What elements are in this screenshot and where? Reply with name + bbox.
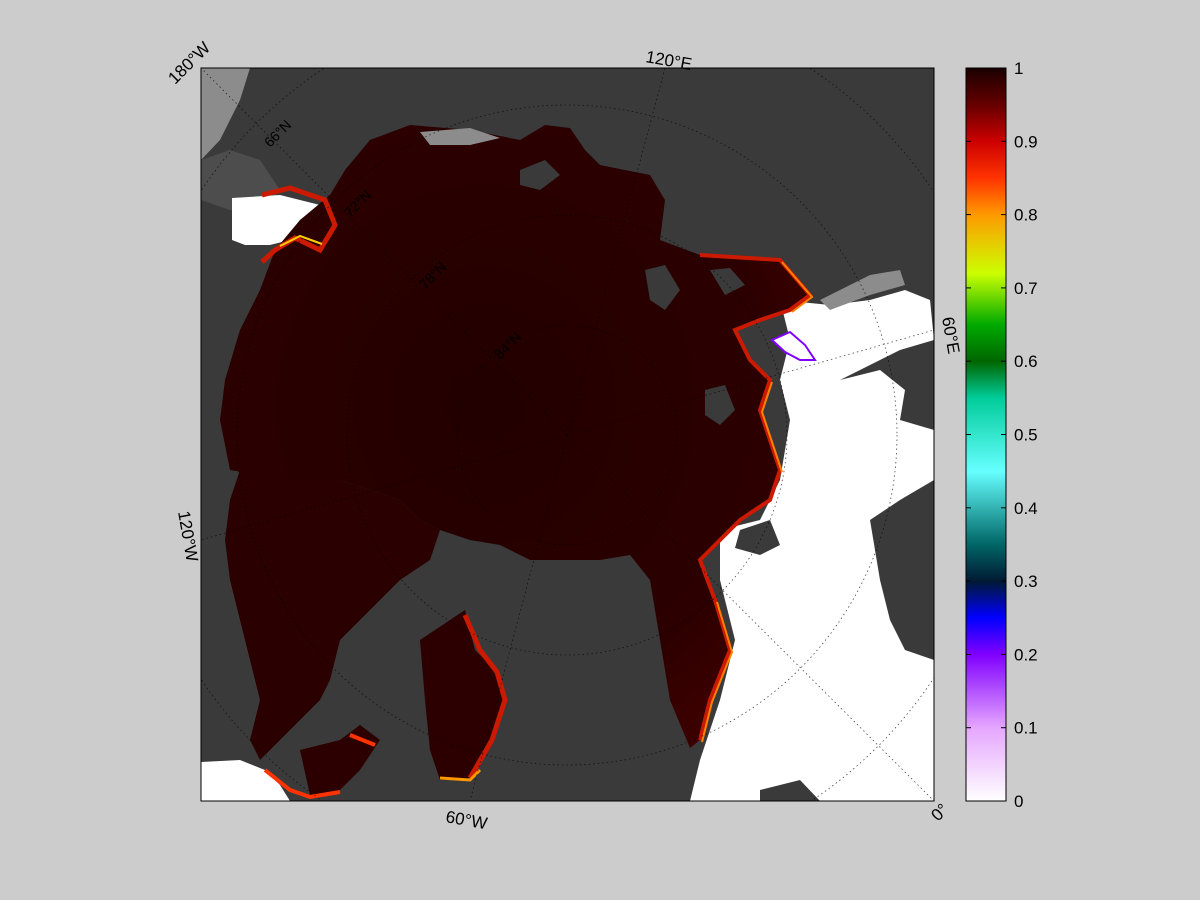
siberian-islands xyxy=(520,160,560,190)
edge-label-0: 0° xyxy=(927,800,952,825)
ice-edge-bering xyxy=(260,185,338,264)
scandinavia-land xyxy=(870,480,934,660)
colorbar-gradient xyxy=(965,67,1007,802)
siberian-shelf xyxy=(420,128,500,145)
colorbar-tick-label: 0.2 xyxy=(1014,645,1038,664)
graticule xyxy=(201,68,934,801)
edge-label-60w: 60°W xyxy=(444,807,488,833)
colorbar-tick-label: 0.5 xyxy=(1014,426,1038,445)
open-water-hudson xyxy=(201,760,290,801)
edge-label-120w: 120°W xyxy=(174,509,202,563)
map-panel: 66°N 72°N 78°N 84°N xyxy=(201,68,934,801)
colorbar-tick-label: 1 xyxy=(1014,59,1023,78)
iceland-land xyxy=(735,520,780,555)
colorbar-tick-label: 0.4 xyxy=(1014,499,1038,518)
colorbar-tick-label: 0.9 xyxy=(1014,132,1038,151)
colorbar: 1 0.9 0.8 0.7 0.6 0.5 0.4 0.3 0.2 0.1 0 xyxy=(965,59,1038,811)
franz-josef-land xyxy=(710,268,745,295)
hudson-bay-ice xyxy=(300,725,380,795)
laptev-river xyxy=(820,270,905,310)
colorbar-ticks: 1 0.9 0.8 0.7 0.6 0.5 0.4 0.3 0.2 0.1 0 xyxy=(966,59,1038,811)
colorbar-tick-label: 0.8 xyxy=(1014,206,1038,225)
colorbar-tick-label: 0 xyxy=(1014,792,1023,811)
uk-land xyxy=(760,780,820,801)
open-water-atlantic xyxy=(690,290,934,801)
norway-coast xyxy=(840,340,934,430)
ice-edge-hudson xyxy=(263,733,376,800)
colorbar-tick-label: 0.3 xyxy=(1014,572,1038,591)
novaya-zemlya-ice-lobe xyxy=(770,330,817,361)
greenland-land xyxy=(470,560,690,801)
severnaya-zemlya xyxy=(645,265,680,310)
colorbar-tick-label: 0.1 xyxy=(1014,719,1038,738)
colorbar-tick-label: 0.7 xyxy=(1014,279,1038,298)
baffin-bay-ice xyxy=(420,610,505,780)
ice-edge-barents-outer xyxy=(701,261,814,743)
coast-gray-region-nw xyxy=(201,68,250,160)
map-frame xyxy=(200,67,935,802)
ice-edge-baffin-outer xyxy=(439,768,482,782)
ice-edge-bering-outer xyxy=(279,234,323,247)
ice-edge-barents xyxy=(697,253,813,741)
svalbard-land xyxy=(705,385,735,425)
archipelago-ice xyxy=(225,470,440,760)
ice-edge-baffin xyxy=(462,614,508,780)
colorbar-tick-label: 0.6 xyxy=(1014,352,1038,371)
edge-label-60e: 60°E xyxy=(938,315,963,355)
